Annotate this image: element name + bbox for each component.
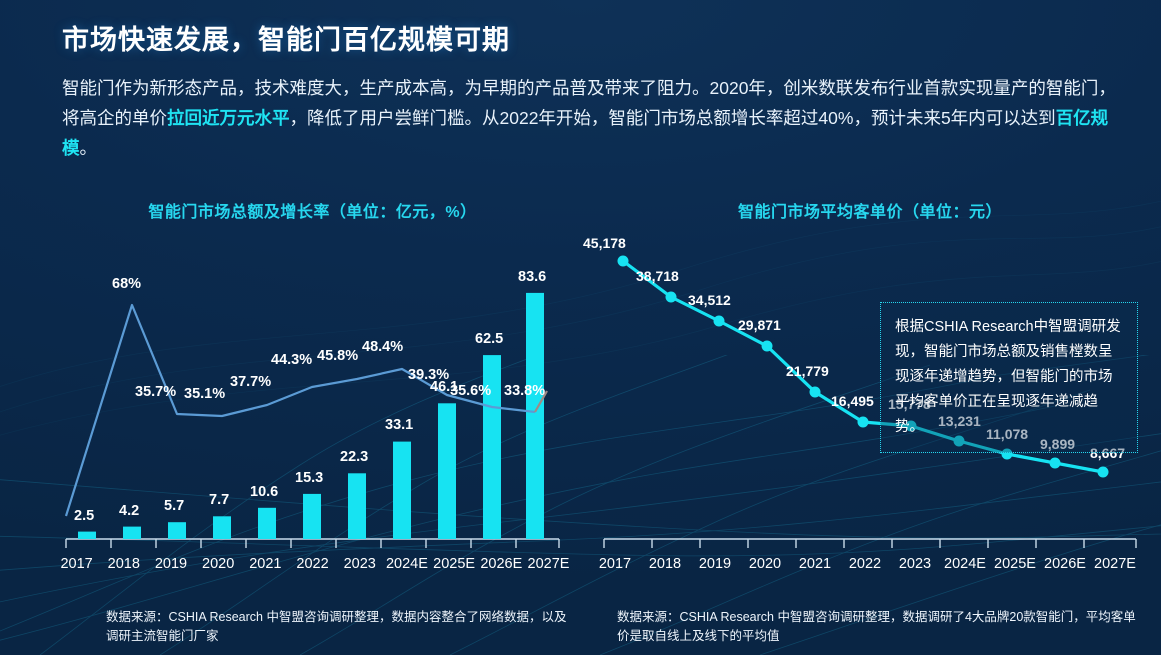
growth-rate-label: 37.7% — [230, 374, 272, 390]
price-value-label: 13,231 — [938, 413, 981, 429]
x-tick: 2027E — [1094, 556, 1136, 572]
growth-rate-label: 39.3% — [408, 367, 450, 383]
right-chart-panel: 智能门市场平均客单价（单位：元） — [583, 180, 1150, 650]
left-chart-x-axis: 2017 2018 2019 2020 2021 2022 2023 2024E… — [53, 556, 572, 578]
x-tick: 2019 — [698, 556, 732, 572]
x-tick: 2021 — [798, 556, 832, 572]
page-title: 市场快速发展，智能门百亿规模可期 — [62, 25, 510, 55]
left-chart-svg — [64, 292, 560, 548]
x-tick: 2019 — [154, 556, 188, 572]
intro-paragraph: 智能门作为新形态产品，技术难度大，生产成本高，为早期的产品普及带来了阻力。202… — [62, 73, 1117, 163]
x-tick: 2023 — [343, 556, 376, 572]
x-tick: 2024E — [944, 556, 986, 572]
price-value-label: 8,667 — [1090, 445, 1126, 461]
paragraph-segment-3: 。 — [79, 138, 98, 158]
x-tick: 2017 — [598, 556, 632, 572]
growth-rate-label: 35.6% — [450, 383, 492, 399]
bar-value-label: 10.6 — [250, 484, 279, 500]
growth-rate-label: 44.3% — [271, 352, 313, 368]
paragraph-highlight-2: 百亿规模 — [62, 108, 1109, 158]
left-chart-bars — [78, 292, 544, 539]
growth-rate-label: 35.7% — [135, 384, 177, 400]
paragraph-segment-1: 智能门作为新形态产品，技术难度大，生产成本高，为早期的产品普及带来了阻力。202… — [62, 78, 1116, 128]
x-tick: 2025E — [994, 556, 1036, 572]
price-value-label: 45,178 — [583, 235, 626, 251]
bar-value-label: 4.2 — [119, 503, 140, 519]
left-chart-growth-line-tail — [534, 390, 548, 413]
bar-value-label: 22.3 — [340, 449, 369, 465]
left-chart-title: 智能门市场总额及增长率（单位：亿元，%） — [148, 204, 477, 221]
price-value-label: 29,871 — [738, 317, 781, 333]
x-tick: 2022 — [296, 556, 329, 572]
right-chart-plot[interactable]: 45,178 38,718 34,512 29,871 21,779 16,49… — [583, 226, 1150, 586]
bar-value-label: 33.1 — [385, 417, 414, 433]
bar-value-label: 15.3 — [295, 470, 324, 486]
bar-value-label: 2.5 — [74, 508, 95, 524]
paragraph-highlight-1: 拉回近万元水平 — [167, 108, 290, 128]
insight-callout: 根据CSHIA Research中智盟调研发现，智能门市场总额及销售樘数呈现逐年… — [880, 302, 1138, 453]
x-tick: 2025E — [433, 556, 476, 572]
right-chart-axis — [603, 538, 1137, 548]
price-value-label: 34,512 — [688, 292, 731, 308]
x-tick: 2022 — [848, 556, 882, 572]
x-tick: 2026E — [480, 556, 523, 572]
x-tick: 2026E — [1044, 556, 1086, 572]
header: 市场快速发展，智能门百亿规模可期 智能门作为新形态产品，技术难度大，生产成本高，… — [62, 18, 1121, 163]
bar-value-label: 7.7 — [209, 492, 230, 508]
growth-rate-label: 35.1% — [184, 386, 226, 402]
price-value-label: 9,899 — [1040, 436, 1076, 452]
x-tick: 2021 — [249, 556, 282, 572]
growth-rate-label: 48.4% — [362, 339, 404, 355]
bar-value-label: 62.5 — [475, 331, 504, 347]
x-tick: 2023 — [898, 556, 932, 572]
price-value-label: 38,718 — [636, 268, 679, 284]
paragraph-segment-2: ，降低了用户尝鲜门槛。从2022年开始，智能门市场总额增长率超过40%，预计未来… — [289, 108, 1056, 128]
bar-value-label: 83.6 — [518, 269, 547, 285]
price-value-label: 15,778 — [888, 396, 931, 412]
left-chart-source-note: 数据来源：CSHIA Research 中智盟咨询调研整理，数据内容整合了网络数… — [106, 610, 567, 643]
x-tick: 2018 — [648, 556, 682, 572]
left-chart-panel: 智能门市场总额及增长率（单位：亿元，%） — [40, 180, 585, 650]
growth-rate-label: 45.8% — [317, 348, 359, 364]
x-tick: 2018 — [107, 556, 140, 572]
right-chart-x-axis: 2017 2018 2019 2020 2021 2022 2023 2024E… — [590, 556, 1140, 578]
growth-rate-label: 68% — [112, 276, 142, 292]
growth-rate-label: 33.8% — [504, 383, 546, 399]
right-chart-source-note: 数据来源：CSHIA Research 中智盟咨询调研整理，数据调研了4大品牌2… — [617, 610, 1136, 643]
x-tick: 2017 — [60, 556, 93, 572]
x-tick: 2020 — [748, 556, 782, 572]
x-tick: 2024E — [385, 556, 428, 572]
right-chart-svg — [603, 255, 1137, 548]
left-chart-growth-line — [64, 303, 536, 517]
price-value-label: 11,078 — [986, 426, 1029, 442]
left-chart-plot[interactable]: 2.5 4.2 5.7 7.7 10.6 15.3 22.3 33.1 46.1… — [40, 226, 585, 586]
price-value-label: 21,779 — [786, 363, 829, 379]
right-chart-title: 智能门市场平均客单价（单位：元） — [737, 204, 1002, 221]
right-chart-price-markers — [617, 255, 1109, 478]
bar-value-label: 5.7 — [164, 498, 185, 514]
x-tick: 2027E — [527, 556, 570, 572]
x-tick: 2020 — [202, 556, 235, 572]
price-value-label: 16,495 — [831, 393, 874, 409]
bar-value-label: 46.1 — [430, 379, 459, 395]
left-chart-axis — [65, 538, 560, 548]
